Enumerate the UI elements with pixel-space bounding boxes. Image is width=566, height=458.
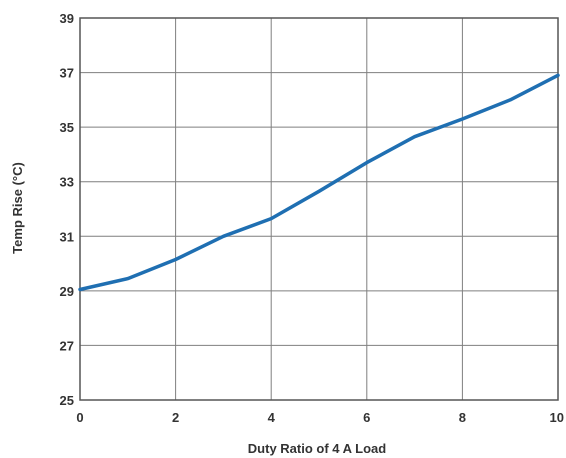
x-tick-label: 6 [363,410,370,425]
x-tick-label: 4 [268,410,276,425]
y-tick-label: 31 [60,229,74,244]
x-axis-label: Duty Ratio of 4 A Load [248,441,386,456]
x-tick-label: 10 [550,410,564,425]
series-layer [78,73,560,292]
plot-border [79,17,559,401]
series-line [78,73,560,292]
y-tick-labels: 25 27 29 31 33 35 37 39 [60,11,74,408]
x-tick-labels: 0 2 4 6 8 10 [76,410,564,425]
y-tick-label: 35 [60,120,74,135]
x-tick-label: 2 [172,410,179,425]
y-axis-label: Temp Rise (°C) [10,162,25,254]
x-tick-label: 8 [459,410,466,425]
y-tick-label: 25 [60,393,74,408]
y-tick-label: 37 [60,66,74,81]
plot-frame [79,17,559,401]
y-tick-label: 29 [60,284,74,299]
y-tick-label: 39 [60,11,74,26]
x-tick-label: 0 [76,410,83,425]
y-tick-label: 33 [60,175,74,190]
chart-grid [79,17,559,401]
y-tick-label: 27 [60,338,74,353]
